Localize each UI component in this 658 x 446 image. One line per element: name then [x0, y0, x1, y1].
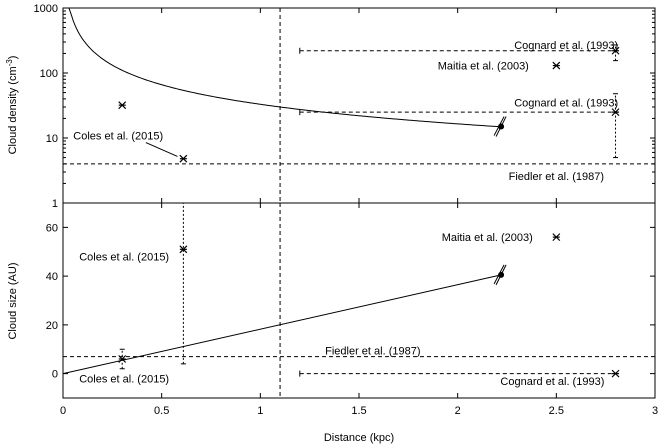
bottom-star-point-0-d2: [118, 355, 127, 363]
top-star-point-0: [118, 101, 127, 110]
bottom-ytick-label-3: 60: [46, 222, 58, 234]
top-coles-leader-line: [145, 142, 178, 157]
bottom-star-point-3-d2: [611, 369, 620, 378]
bottom-annotation-2: Fiedler et al. (1987): [325, 345, 420, 357]
x-tick-label-6: 3: [652, 405, 658, 417]
bottom-dot-marker-stroke-b: [493, 264, 505, 285]
bottom-plot-frame: [62, 202, 656, 399]
top-star-point-0-d2: [118, 101, 127, 110]
bottom-dot-marker: [493, 264, 507, 286]
bottom-plot-content: 0 0.5 1 1.5 2 2.5 3 0 20 40 60 Maitia et al. (2003)…: [46, 202, 658, 417]
top-annotation-2: Cognard et al. (1993): [514, 98, 618, 110]
top-annotation-3: Coles et al. (2015): [73, 130, 163, 142]
top-dot-marker-stroke-a: [495, 116, 507, 137]
bottom-ytick-label-2: 40: [46, 271, 58, 283]
bottom-dot-marker-stroke-a: [495, 264, 507, 286]
top-annotation-4: Fiedler et al. (1987): [509, 171, 604, 183]
top-annotation-0: Cognard et al. (1993): [514, 40, 618, 52]
top-panel: 1 10 100 1000 Cognard et al. (1993) Maitia et…: [5, 3, 656, 210]
top-ytick-label-3: 1000: [34, 3, 58, 15]
top-star-point-1-d2: [179, 154, 188, 163]
bottom-ytick-label-1: 20: [46, 320, 58, 332]
x-tick-label-0: 0: [60, 405, 66, 417]
top-star-point-3: [611, 46, 620, 55]
bottom-star-point-3: [611, 369, 620, 378]
bottom-star-point-1-d2: [179, 245, 188, 254]
top-annotation-1: Maitia et al. (2003): [438, 61, 529, 73]
top-star-point-2: [552, 61, 561, 70]
size-line: [62, 274, 502, 375]
top-dot-marker-stroke-b: [493, 116, 505, 136]
x-tick-label-2: 1: [257, 405, 263, 417]
top-ylabel: Cloud density (cm-3): [5, 56, 19, 155]
top-star-point-4: [611, 108, 620, 117]
density-curve: [68, 7, 502, 128]
bottom-ytick-label-0: 0: [52, 369, 58, 381]
bottom-errorbar-1: [180, 202, 186, 365]
x-tick-label-5: 2.5: [549, 405, 564, 417]
top-star-point-2-d2: [552, 61, 561, 70]
bottom-annotation-1: Coles et al. (2015): [79, 252, 169, 264]
top-star-point-4-d2: [611, 108, 620, 117]
bottom-star-point-1: [179, 245, 188, 254]
bottom-star-point-2-d2: [552, 233, 561, 242]
top-dot-marker: [493, 116, 507, 137]
bottom-annotation-4: Cognard et al. (1993): [500, 376, 604, 388]
top-ytick-label-0: 1: [52, 198, 58, 210]
top-star-point-3-d2: [611, 46, 620, 55]
top-ytick-label-1: 10: [46, 133, 58, 145]
bottom-panel: 0 0.5 1 1.5 2 2.5 3 0 20 40 60 Maitia et al. (2003)…: [7, 202, 658, 417]
top-star-point-1: [179, 154, 188, 163]
bottom-ylabel: Cloud size (AU): [7, 262, 19, 339]
bottom-annotation-0: Maitia et al. (2003): [442, 232, 533, 244]
top-errorbar-4: [613, 93, 619, 159]
top-errorbar-3: [613, 44, 619, 62]
bottom-star-point-0: [118, 355, 127, 363]
top-plot-content: 1 10 100 1000 Cognard et al. (1993) Maitia et…: [34, 3, 656, 210]
bottom-annotation-3: Coles et al. (2015): [79, 374, 169, 386]
bottom-star-point-2: [552, 233, 561, 242]
x-axis-label: Distance (kpc): [324, 432, 394, 444]
x-tick-label-1: 0.5: [154, 405, 169, 417]
x-tick-label-3: 1.5: [351, 405, 366, 417]
x-tick-label-4: 2: [455, 405, 461, 417]
top-ytick-label-2: 100: [40, 68, 58, 80]
